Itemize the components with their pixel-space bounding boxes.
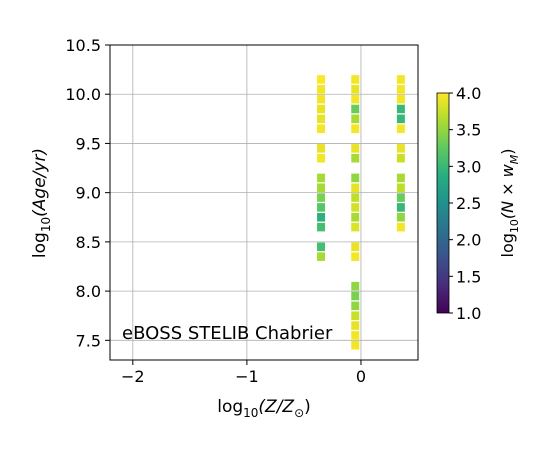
y-axis-label: log10(Age/yr) <box>30 148 53 258</box>
heatmap-cell <box>317 242 326 252</box>
heatmap-cell <box>317 144 326 153</box>
colorbar-tick-label: 4.0 <box>456 84 481 103</box>
heatmap-cell <box>351 173 360 183</box>
x-axis-ticks: −2 −1 0 <box>121 360 366 386</box>
heatmap-cell <box>351 281 360 291</box>
heatmap-cell <box>317 193 326 202</box>
heatmap-cell <box>351 85 360 94</box>
y-tick-label: 10.0 <box>65 85 101 104</box>
heatmap-cell <box>351 252 360 261</box>
x-tick-label: −2 <box>121 367 145 386</box>
y-tick-label: 8.5 <box>76 233 101 252</box>
heatmap-cell <box>351 144 360 153</box>
heatmap-cell <box>317 212 326 222</box>
heatmap-cell <box>396 144 405 153</box>
x-tick-label: 0 <box>356 367 366 386</box>
heatmap-cell <box>317 114 326 124</box>
heatmap-cell <box>351 331 360 340</box>
plot-frame <box>109 44 419 361</box>
colorbar-ticks: 1.0 1.5 2.0 2.5 3.0 3.5 4.0 <box>449 84 481 323</box>
heatmap-cell <box>317 173 326 183</box>
y-tick-label: 7.5 <box>76 331 101 350</box>
heatmap-cell <box>396 124 405 133</box>
x-tick-label: −1 <box>235 367 259 386</box>
heatmap-cell <box>396 183 405 193</box>
heatmap-cell <box>317 183 326 193</box>
colorbar-tick-label: 2.5 <box>456 194 481 213</box>
heatmap-cell <box>396 114 405 124</box>
heatmap-cell <box>351 114 360 124</box>
heatmap-cell <box>351 340 360 350</box>
y-axis-ticks: 7.5 8.0 8.5 9.0 9.5 10.0 10.5 <box>65 36 110 350</box>
heatmap-cell <box>317 222 326 232</box>
heatmap-cell <box>351 183 360 193</box>
colorbar-tick-label: 1.0 <box>456 304 481 323</box>
heatmap-cell <box>396 203 405 212</box>
heatmap-cell <box>351 75 360 84</box>
x-axis-label: log10(Z/Z⊙) <box>217 397 311 420</box>
heatmap-cell <box>351 242 360 252</box>
heatmap-cell <box>351 222 360 232</box>
heatmap-cell <box>351 301 360 311</box>
heatmap-cell <box>351 203 360 212</box>
heatmap-cell <box>351 212 360 222</box>
heatmap-cell <box>317 252 326 261</box>
y-tick-label: 8.0 <box>76 282 101 301</box>
heatmap-cell <box>396 75 405 84</box>
plot-annotation: eBOSS STELIB Chabrier <box>122 323 333 344</box>
colorbar-tick-label: 2.0 <box>456 231 481 250</box>
heatmap-cell <box>396 85 405 94</box>
heatmap-cell <box>351 104 360 114</box>
heatmap-cell <box>351 94 360 104</box>
heatmap-cell <box>396 212 405 222</box>
heatmap-cells <box>317 75 405 350</box>
heatmap-cell <box>351 153 360 163</box>
heatmap-cell <box>396 222 405 232</box>
heatmap-cell <box>351 321 360 330</box>
grid-lines <box>110 44 418 360</box>
heatmap-cell <box>317 124 326 133</box>
heatmap-cell <box>317 75 326 84</box>
heatmap-cell <box>396 153 405 163</box>
colorbar <box>436 92 450 314</box>
y-tick-label: 9.5 <box>76 134 101 153</box>
heatmap-cell <box>351 291 360 301</box>
colorbar-label: log10(N × wM) <box>498 148 521 257</box>
heatmap-cell <box>396 104 405 114</box>
heatmap-cell <box>351 311 360 320</box>
heatmap-cell <box>317 104 326 114</box>
heatmap-cell <box>317 203 326 212</box>
heatmap-cell <box>396 193 405 202</box>
heatmap-cell <box>396 173 405 183</box>
heatmap-cell <box>396 94 405 104</box>
heatmap-cell <box>317 153 326 163</box>
heatmap-cell <box>351 193 360 202</box>
y-tick-label: 10.5 <box>65 36 101 55</box>
heatmap-cell <box>351 124 360 133</box>
colorbar-tick-label: 3.5 <box>456 121 481 140</box>
colorbar-tick-label: 1.5 <box>456 267 481 286</box>
colorbar-tick-label: 3.0 <box>456 157 481 176</box>
y-tick-label: 9.0 <box>76 184 101 203</box>
heatmap-cell <box>317 85 326 94</box>
heatmap-cell <box>317 94 326 104</box>
